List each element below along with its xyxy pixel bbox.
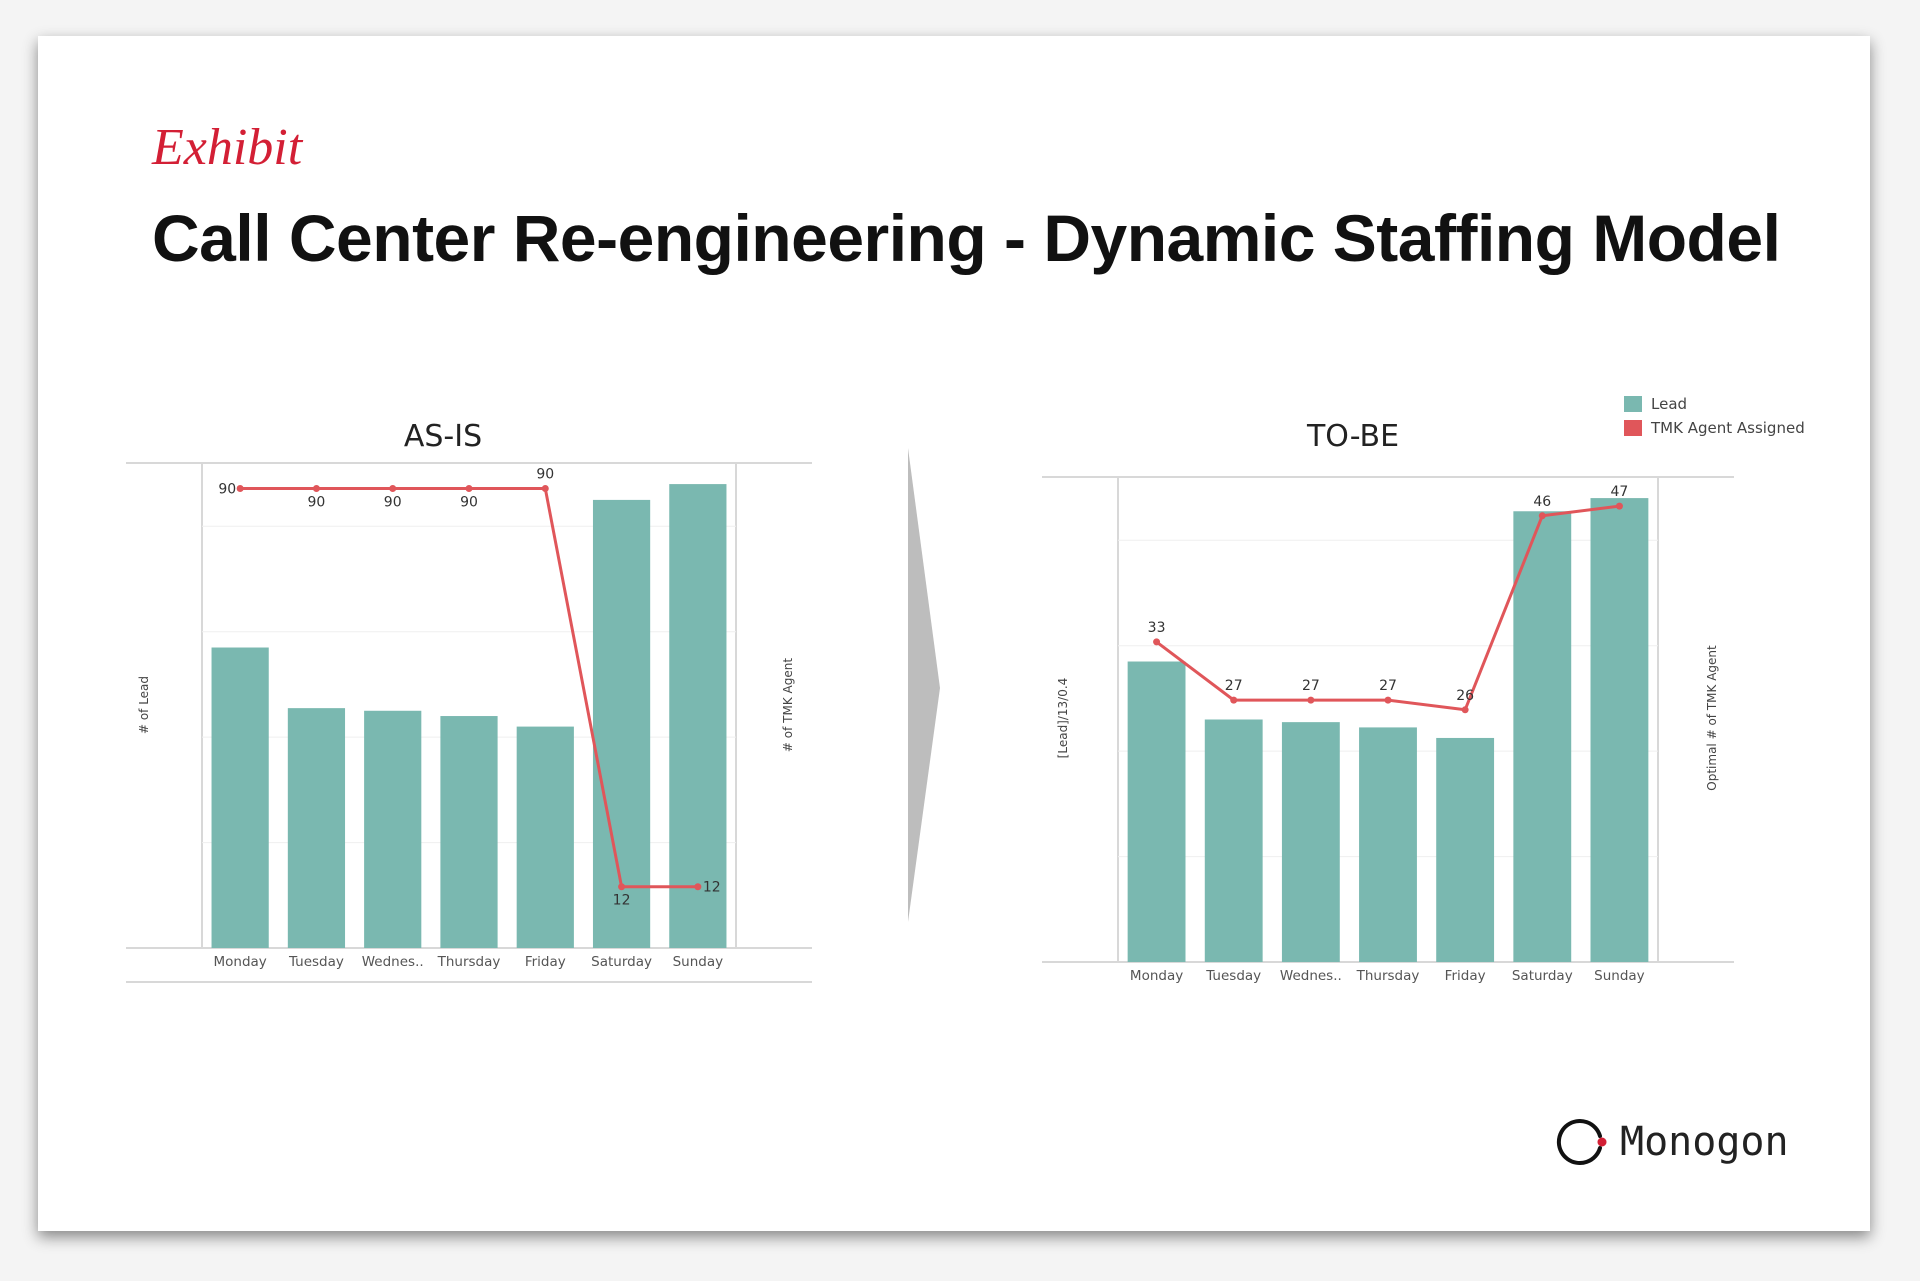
to-be-agent-point: [1153, 638, 1161, 646]
as-is-agent-point: [541, 485, 549, 493]
to-be-x-tick-label: Monday: [1130, 968, 1183, 984]
legend-agent-label: TMK Agent Assigned: [1650, 419, 1805, 437]
as-is-agent-data-label: 90: [384, 495, 402, 511]
to-be-agent-data-label: 46: [1533, 494, 1551, 510]
to-be-agent-data-label: 33: [1148, 620, 1166, 636]
as-is-agent-data-label: 12: [613, 893, 631, 909]
legend-lead-swatch: [1624, 396, 1642, 412]
to-be-agent-data-label: 27: [1379, 678, 1397, 694]
to-be-bar: [1436, 737, 1495, 962]
as-is-x-tick-label: Monday: [213, 954, 266, 970]
as-is-agent-point: [465, 485, 473, 493]
to-be-bar: [1281, 722, 1340, 962]
to-be-bar: [1127, 661, 1186, 962]
to-be-agent-point: [1461, 706, 1469, 714]
as-is-agent-data-label: 90: [536, 467, 554, 483]
to-be-x-tick-label: Sunday: [1594, 968, 1645, 984]
brand-name: Monogon: [1620, 1119, 1789, 1165]
to-be-bar: [1513, 511, 1572, 962]
to-be-agent-point: [1538, 512, 1546, 520]
to-be-x-tick-label: Thursday: [1356, 968, 1420, 984]
as-is-agent-point: [694, 883, 702, 891]
legend-lead-label: Lead: [1651, 395, 1687, 413]
as-is-agent-point: [389, 485, 397, 493]
as-is-bar: [516, 726, 574, 948]
as-is-x-tick-label: Sunday: [673, 954, 724, 970]
page-title: Call Center Re-engineering - Dynamic Sta…: [152, 201, 1781, 275]
to-be-bar: [1359, 727, 1417, 962]
as-is-left-axis-label: # of Lead: [137, 676, 151, 734]
as-is-agent-point: [618, 883, 626, 891]
as-is-right-axis-label: # of TMK Agent: [781, 658, 795, 752]
to-be-chart: TO-BE [Lead]/13/0.4 Optimal # of TMK Age…: [1042, 395, 1805, 984]
to-be-agent-point: [1384, 696, 1392, 704]
to-be-x-tick-label: Saturday: [1512, 968, 1573, 984]
to-be-right-axis-label: Optimal # of TMK Agent: [1705, 645, 1719, 791]
to-be-x-tick-label: Friday: [1445, 968, 1486, 984]
to-be-bar: [1204, 719, 1263, 962]
as-is-x-tick-label: Saturday: [591, 954, 652, 970]
to-be-agent-point: [1230, 696, 1238, 704]
transition-arrow-icon: [908, 448, 940, 922]
to-be-agent-data-label: 27: [1302, 678, 1320, 694]
to-be-x-tick-label: Tuesday: [1205, 968, 1261, 984]
to-be-chart-title: TO-BE: [1306, 419, 1399, 454]
as-is-bar: [364, 710, 422, 948]
as-is-agent-data-label: 12: [703, 880, 721, 896]
as-is-bar: [592, 499, 651, 948]
to-be-agent-point: [1307, 696, 1315, 704]
as-is-chart-title: AS-IS: [404, 419, 482, 454]
as-is-agent-point: [312, 485, 320, 493]
as-is-agent-data-label: 90: [218, 482, 236, 498]
to-be-agent-point: [1615, 502, 1623, 510]
as-is-chart: AS-IS # of Lead # of TMK Agent 90 90 90 90 9…: [126, 419, 812, 983]
as-is-x-tick-label: Wednes..: [362, 954, 424, 970]
legend-agent-swatch: [1624, 420, 1642, 436]
as-is-agent-data-label: 90: [460, 495, 478, 511]
to-be-bar: [1590, 498, 1649, 962]
as-is-agent-data-label: 90: [308, 495, 326, 511]
brand-logo: Monogon: [1556, 1116, 1789, 1168]
as-is-x-tick-label: Tuesday: [288, 954, 344, 970]
to-be-x-tick-label: Wednes..: [1280, 968, 1342, 984]
to-be-legend: Lead TMK Agent Assigned: [1624, 395, 1805, 437]
as-is-bar: [440, 716, 498, 948]
to-be-agent-data-label: 27: [1225, 678, 1243, 694]
to-be-left-axis-label: [Lead]/13/0.4: [1056, 678, 1070, 759]
as-is-bar: [287, 708, 346, 948]
as-is-x-tick-label: Thursday: [437, 954, 501, 970]
as-is-x-tick-label: Friday: [525, 954, 566, 970]
to-be-agent-data-label: 26: [1456, 688, 1474, 704]
monogon-logo-icon: [1556, 1119, 1607, 1165]
as-is-bar: [211, 647, 269, 948]
to-be-agent-data-label: 47: [1611, 484, 1629, 500]
as-is-agent-point: [236, 485, 244, 493]
as-is-bar: [669, 484, 727, 948]
exhibit-label: Exhibit: [152, 119, 303, 176]
